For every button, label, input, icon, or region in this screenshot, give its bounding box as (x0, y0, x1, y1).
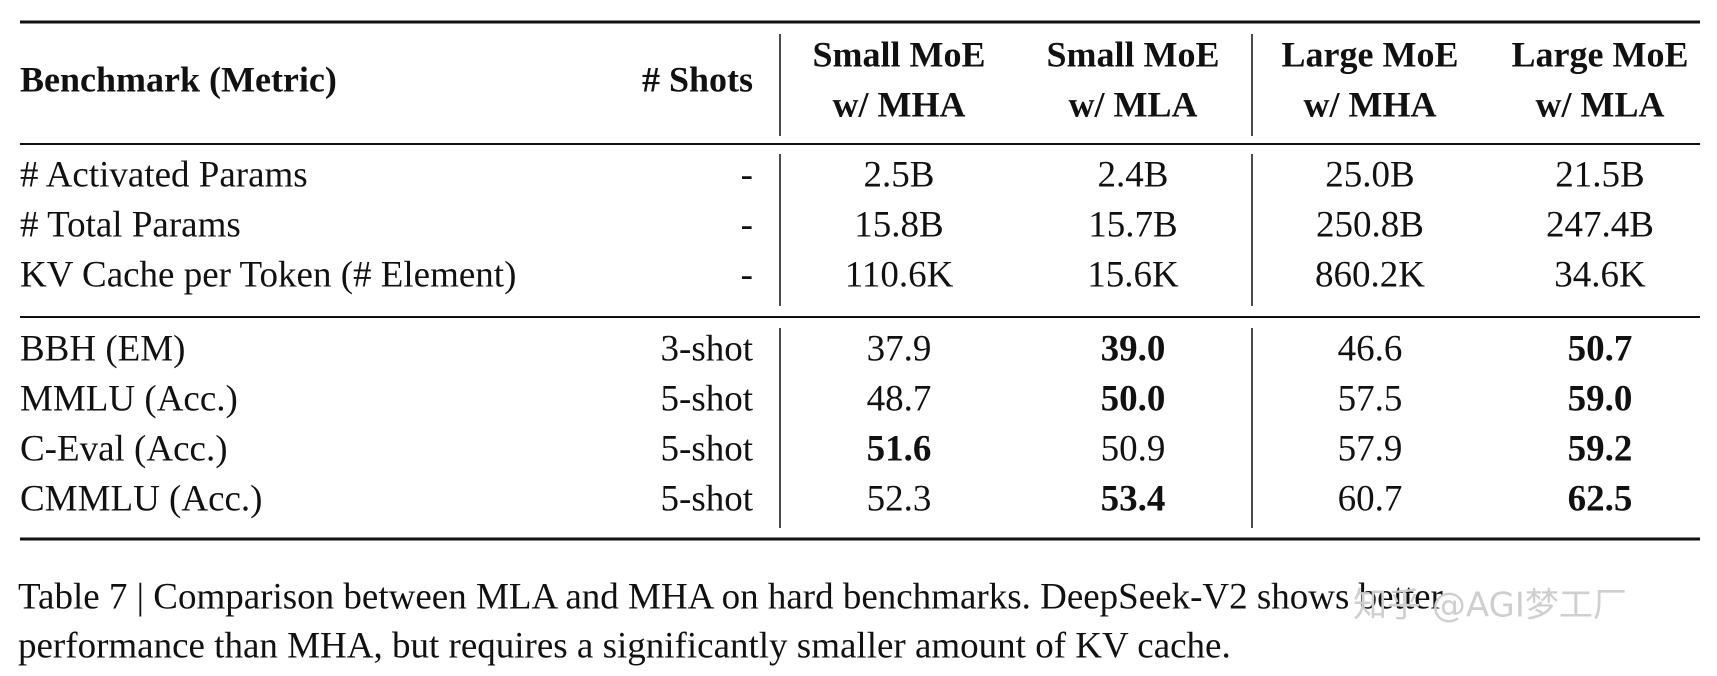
row-label: # Total Params (20, 204, 241, 245)
cell: 15.8B (854, 204, 943, 245)
cell: 50.9 (1101, 428, 1166, 469)
cell: 21.5B (1555, 154, 1644, 195)
row-label: CMMLU (Acc.) (20, 478, 263, 519)
cell: 59.2 (1568, 428, 1633, 469)
cell: 15.7B (1088, 204, 1177, 245)
row-label: KV Cache per Token (# Element) (20, 254, 516, 295)
row-label: MMLU (Acc.) (20, 378, 238, 419)
cell: 2.4B (1098, 154, 1169, 195)
cell: - (741, 204, 753, 245)
cell: 5-shot (661, 478, 754, 519)
row-label: C-Eval (Acc.) (20, 428, 228, 469)
header-cell: w/ MHA (833, 84, 966, 124)
cell: 25.0B (1325, 154, 1414, 195)
caption-line: performance than MHA, but requires a sig… (18, 625, 1231, 666)
row-label: BBH (EM) (20, 328, 185, 369)
cell: 60.7 (1338, 478, 1403, 519)
cell: 57.9 (1338, 428, 1403, 469)
header-cell: Small MoE (1046, 34, 1219, 74)
cell: 59.0 (1568, 378, 1633, 419)
cell: 110.6K (845, 254, 954, 295)
cell: 37.9 (867, 328, 932, 369)
cell: 860.2K (1315, 254, 1425, 295)
header-cell: Benchmark (Metric) (20, 59, 337, 99)
cell: 2.5B (864, 154, 935, 195)
header-cell: Large MoE (1282, 34, 1459, 74)
cell: 3-shot (661, 328, 754, 369)
cell: 15.6K (1087, 254, 1179, 295)
cell: 50.7 (1568, 328, 1633, 369)
cell: 52.3 (867, 478, 932, 519)
cell: - (741, 154, 753, 195)
header-cell: Small MoE (812, 34, 985, 74)
header-cell: w/ MLA (1069, 84, 1198, 124)
caption-line: Table 7 | Comparison between MLA and MHA… (18, 576, 1443, 617)
cell: 39.0 (1101, 328, 1166, 369)
cell: 247.4B (1546, 204, 1654, 245)
cell: 57.5 (1338, 378, 1403, 419)
header-cell: w/ MLA (1536, 84, 1665, 124)
cell: 34.6K (1554, 254, 1646, 295)
cell: - (741, 254, 753, 295)
cell: 46.6 (1338, 328, 1403, 369)
header-cell: # Shots (642, 59, 753, 99)
header-cell: Large MoE (1512, 34, 1689, 74)
cell: 53.4 (1101, 478, 1166, 519)
header-cell: w/ MHA (1304, 84, 1437, 124)
cell: 51.6 (867, 428, 932, 469)
cell: 48.7 (867, 378, 932, 419)
cell: 62.5 (1568, 478, 1633, 519)
row-label: # Activated Params (20, 154, 308, 195)
watermark: 知乎 @AGI梦工厂 (1353, 586, 1627, 626)
cell: 5-shot (661, 428, 754, 469)
cell: 250.8B (1316, 204, 1424, 245)
cell: 50.0 (1101, 378, 1166, 419)
cell: 5-shot (661, 378, 754, 419)
